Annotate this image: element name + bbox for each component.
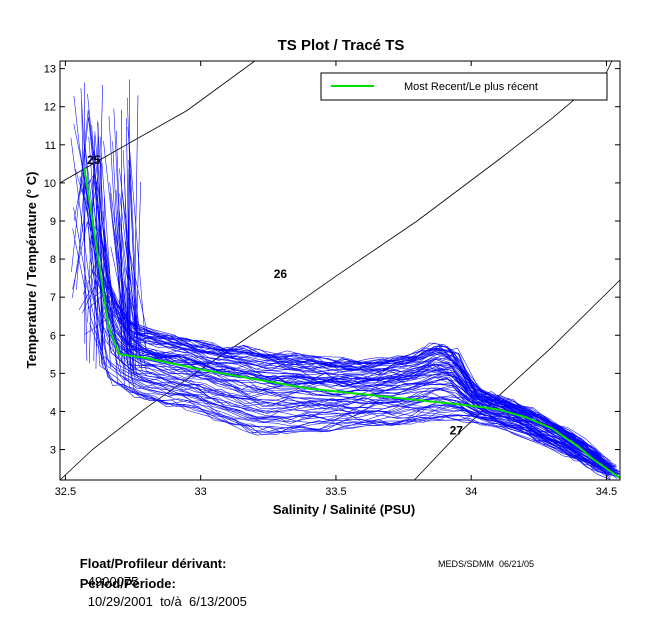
y-tick-label: 12 [44,102,56,114]
period-label: Period/Période: [80,576,176,591]
y-axis-label: Temperature / Température (° C) [24,172,39,369]
density-label-27: 27 [450,423,464,437]
ts-plot: TS Plot / Tracé TS Temperature / Tempéra… [0,0,650,580]
profile-lines [71,80,620,480]
density-label-25: 25 [87,153,101,167]
chart-title: TS Plot / Tracé TS [278,37,405,54]
x-tick-label: 33 [195,486,207,498]
profile-line [90,323,611,479]
y-tick-label: 4 [50,406,56,418]
y-tick-label: 9 [50,216,56,228]
density-label-26: 26 [274,267,288,281]
x-axis-label: Salinity / Salinité (PSU) [273,502,415,517]
y-tick-label: 5 [50,368,56,380]
y-tick-label: 10 [44,178,56,190]
y-tick-label: 6 [50,330,56,342]
y-tick-label: 13 [44,64,56,76]
y-tick-label: 8 [50,254,56,266]
y-tick-label: 7 [50,292,56,304]
profile-line [85,149,608,477]
profile-line [92,278,612,474]
period-value: 10/29/2001 to/à 6/13/2005 [88,594,247,609]
x-tick-label: 33.5 [325,486,346,498]
x-tick-label: 34 [465,486,477,498]
x-tick-label: 34.5 [596,486,617,498]
legend: Most Recent/Le plus récent [321,73,607,100]
x-tick-label: 32.5 [55,486,76,498]
profile-line [98,210,607,463]
y-tick-label: 3 [50,445,56,457]
profile-line [123,282,605,469]
meds-stamp: MEDS/SDMM 06/21/05 [438,559,534,569]
profile-line [114,298,611,476]
legend-label: Most Recent/Le plus récent [404,81,538,93]
y-tick-label: 11 [45,140,56,152]
